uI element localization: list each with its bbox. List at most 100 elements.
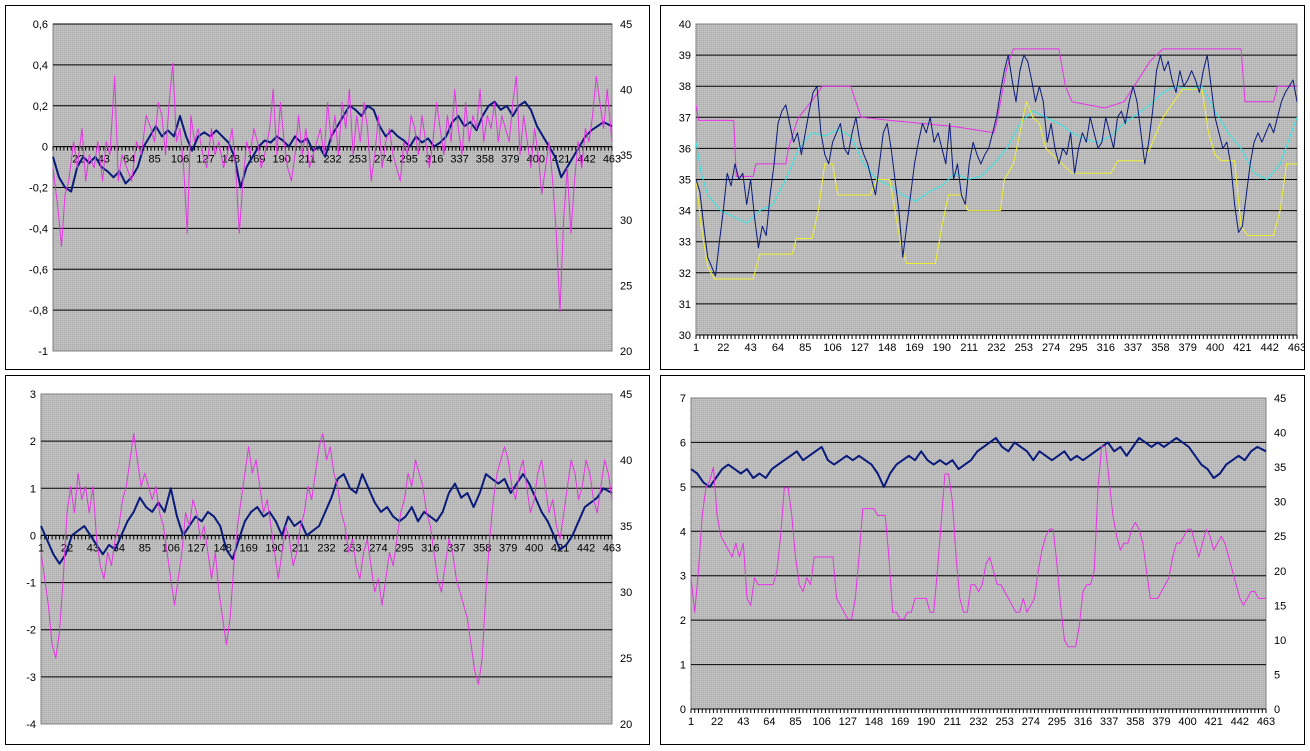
series-line-magenta bbox=[695, 48, 1297, 177]
y-right-tick-label: 40 bbox=[1274, 428, 1286, 440]
x-tick-label: 358 bbox=[476, 154, 494, 166]
y-left-tick-label: -1 bbox=[38, 346, 48, 358]
x-tick-label: 43 bbox=[737, 716, 749, 728]
x-tick-label: 316 bbox=[1097, 342, 1115, 354]
y-right-tick-label: 25 bbox=[1274, 531, 1286, 543]
x-tick-label: 421 bbox=[1233, 342, 1251, 354]
x-tick-label: 127 bbox=[839, 716, 857, 728]
chart-top-right: 30 31 32 33 34 35 36 37 38 39 40 1 22 43 64 85 106 127 148… bbox=[679, 19, 1306, 354]
y-left-tick-label: -2 bbox=[26, 625, 36, 637]
y-left-tick-label: 0 bbox=[30, 530, 36, 542]
x-tick-label: 442 bbox=[1231, 716, 1249, 728]
y-right-tick-label: 45 bbox=[620, 19, 632, 31]
series-line-yellow bbox=[695, 88, 1297, 280]
chart-panel-bottom-left: -4 -3 -2 -1 0 1 2 3 20 25 30 35 40 45 1 22 43 64 85 106 127 1… bbox=[5, 375, 650, 745]
y-left-tick-label: 34 bbox=[679, 206, 691, 218]
series-line-navy bbox=[695, 54, 1298, 277]
y-left-tick-label: 3 bbox=[680, 571, 686, 583]
x-tick-label: 64 bbox=[113, 542, 125, 554]
y-right-tick-label: 40 bbox=[620, 84, 632, 96]
x-tick-label: 274 bbox=[1022, 716, 1040, 728]
chart-panel-bottom-right: 0 1 2 3 4 5 6 7 0 5 10 15 20 25 30 35 40 45 1 22 43 64 85 106 12… bbox=[660, 375, 1305, 745]
x-tick-label: 169 bbox=[905, 342, 923, 354]
x-tick-label: 400 bbox=[525, 542, 543, 554]
y-left-tick-label: 0,4 bbox=[33, 60, 48, 72]
x-tick-label: 22 bbox=[717, 342, 729, 354]
y-left-tick-label: 3 bbox=[30, 389, 36, 401]
chart-top-left: -1 -0,8 -0,6 -0,4 -0,2 0 0,2 0,4 0,6 20 25 30 35 40 45… bbox=[29, 19, 632, 358]
x-tick-label: 106 bbox=[162, 542, 180, 554]
y-left-tick-label: 2 bbox=[680, 615, 686, 627]
x-tick-label: 127 bbox=[188, 542, 206, 554]
y-right-tick-label: 20 bbox=[620, 346, 632, 358]
y-left-tick-label: -3 bbox=[26, 672, 36, 684]
x-tick-label: 379 bbox=[499, 542, 517, 554]
plot-area bbox=[690, 397, 1267, 710]
y-left-tick-label: -0,4 bbox=[29, 223, 48, 235]
series-line-magenta bbox=[52, 62, 613, 313]
y-left-tick-label: 33 bbox=[679, 237, 691, 249]
x-tick-label: 190 bbox=[273, 154, 291, 166]
x-tick-label: 295 bbox=[1048, 716, 1066, 728]
y-left-tick-label: 0 bbox=[42, 142, 48, 154]
x-tick-label: 463 bbox=[1257, 716, 1275, 728]
x-tick-label: 43 bbox=[745, 342, 757, 354]
x-tick-label: 232 bbox=[323, 154, 341, 166]
y-left-tick-label: 36 bbox=[679, 143, 691, 155]
x-tick-label: 295 bbox=[1069, 342, 1087, 354]
y-right-tick-label: 40 bbox=[620, 455, 632, 467]
x-tick-label: 463 bbox=[603, 154, 621, 166]
x-tick-label: 148 bbox=[865, 716, 883, 728]
x-tick-label: 232 bbox=[987, 342, 1005, 354]
y-right-tick-label: 10 bbox=[1274, 635, 1286, 647]
x-tick-label: 1 bbox=[693, 342, 699, 354]
x-tick-label: 1 bbox=[38, 542, 44, 554]
x-tick-label: 232 bbox=[317, 542, 335, 554]
y-left-tick-label: 0 bbox=[680, 704, 686, 716]
x-tick-label: 106 bbox=[823, 342, 841, 354]
x-tick-label: 148 bbox=[878, 342, 896, 354]
x-tick-label: 1 bbox=[688, 716, 694, 728]
series-line-magenta bbox=[40, 433, 613, 685]
x-tick-label: 358 bbox=[473, 542, 491, 554]
x-tick-label: 190 bbox=[933, 342, 951, 354]
x-tick-label: 463 bbox=[603, 542, 621, 554]
y-left-tick-label: -1 bbox=[26, 578, 36, 590]
y-right-tick-label: 45 bbox=[1274, 393, 1286, 405]
x-tick-label: 316 bbox=[1074, 716, 1092, 728]
x-tick-label: 337 bbox=[447, 542, 465, 554]
x-tick-label: 442 bbox=[577, 542, 595, 554]
x-tick-label: 295 bbox=[400, 154, 418, 166]
x-tick-label: 421 bbox=[1205, 716, 1223, 728]
chart-panel-top-right: 30 31 32 33 34 35 36 37 38 39 40 1 22 43 64 85 106 127 148… bbox=[660, 5, 1306, 370]
y-left-tick-label: 0,2 bbox=[33, 101, 48, 113]
x-tick-label: 463 bbox=[1288, 342, 1304, 354]
x-tick-label: 295 bbox=[395, 542, 413, 554]
x-tick-label: 22 bbox=[711, 716, 723, 728]
x-tick-label: 64 bbox=[763, 716, 775, 728]
x-tick-label: 379 bbox=[1179, 342, 1197, 354]
y-left-tick-label: 32 bbox=[679, 268, 691, 280]
x-tick-label: 211 bbox=[960, 342, 978, 354]
x-tick-label: 400 bbox=[1178, 716, 1196, 728]
x-tick-label: 211 bbox=[292, 542, 310, 554]
y-left-tick-label: 2 bbox=[30, 436, 36, 448]
x-tick-label: 358 bbox=[1151, 342, 1169, 354]
plot-area bbox=[40, 393, 613, 725]
x-tick-label: 337 bbox=[1100, 716, 1118, 728]
y-left-tick-label: 31 bbox=[679, 299, 691, 311]
y-left-tick-label: 4 bbox=[680, 526, 686, 538]
x-tick-label: 85 bbox=[139, 542, 151, 554]
y-right-tick-label: 20 bbox=[1274, 566, 1286, 578]
x-tick-label: 232 bbox=[969, 716, 987, 728]
y-right-tick-label: 45 bbox=[620, 389, 632, 401]
y-left-tick-label: -0,2 bbox=[29, 183, 48, 195]
y-right-tick-label: 30 bbox=[620, 587, 632, 599]
y-left-tick-label: 1 bbox=[680, 660, 686, 672]
x-tick-label: 253 bbox=[343, 542, 361, 554]
y-left-tick-label: 40 bbox=[679, 19, 691, 31]
chart-panel-top-left: -1 -0,8 -0,6 -0,4 -0,2 0 0,2 0,4 0,6 20 25 30 35 40 45… bbox=[5, 5, 650, 370]
y-right-tick-label: 25 bbox=[620, 281, 632, 293]
